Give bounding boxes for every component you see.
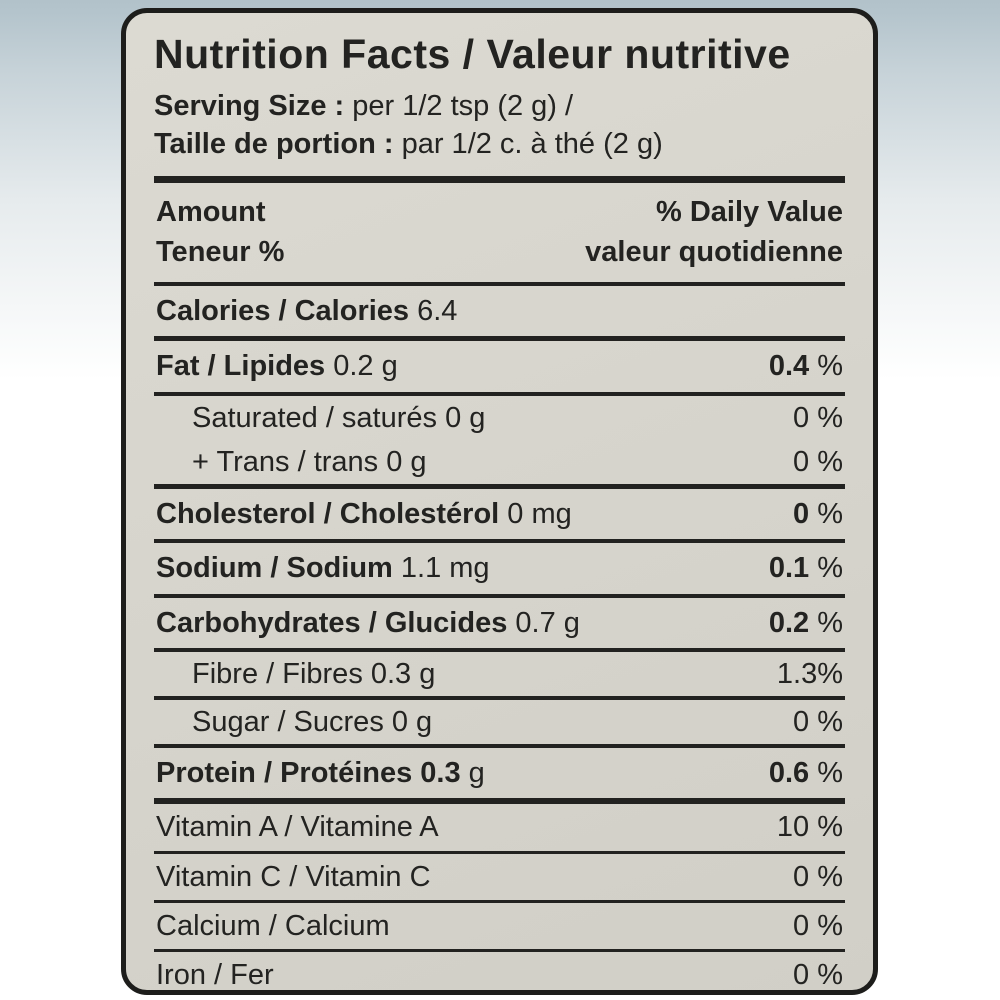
row-saturated: Saturated / saturés 0 g 0 % (152, 396, 847, 440)
amount-header-en: Amount (156, 196, 266, 229)
row-iron: Iron / Fer 0 % (152, 952, 847, 998)
fibre-text: Fibre / Fibres 0.3 g (192, 657, 436, 690)
divider (154, 744, 845, 749)
divider (154, 282, 845, 287)
trans-text: + Trans / trans 0 g (192, 445, 427, 478)
vitamin-a-text: Vitamin A / Vitamine A (156, 811, 439, 844)
calcium-text: Calcium / Calcium (156, 909, 390, 942)
divider (154, 696, 845, 700)
serving-size-fr: Taille de portion : par 1/2 c. à thé (2 … (154, 126, 847, 164)
row-vitamin-a: Vitamin A / Vitamine A 10 % (152, 804, 847, 850)
nutrient-sugar: Sugar / Sucres 0 g (156, 705, 432, 739)
nutrient-carbohydrates: Carbohydrates / Glucides 0.7 g (156, 606, 580, 640)
divider-thick (154, 176, 845, 184)
serving-size-fr-value: par 1/2 c. à thé (2 g) (393, 128, 663, 161)
row-calories: Calories / Calories 6.4 (152, 286, 847, 336)
carbohydrates-amount: 0.7 g (507, 606, 580, 639)
sugar-text: Sugar / Sucres 0 g (192, 706, 433, 738)
row-vitamin-c: Vitamin C / Vitamin C 0 % (152, 854, 847, 900)
amount-header: Amount Teneur % (156, 192, 284, 272)
protein-amount: g (460, 757, 485, 790)
row-cholesterol: Cholesterol / Cholestérol 0 mg 0 % (152, 489, 847, 539)
nutrient-trans: + Trans / trans 0 g (156, 445, 427, 479)
serving-size-block: Serving Size : per 1/2 tsp (2 g) / Taill… (152, 88, 847, 164)
iron-text: Iron / Fer (156, 959, 274, 992)
nutrient-sodium: Sodium / Sodium 1.1 mg (156, 551, 490, 585)
vitamin-c-text: Vitamin C / Vitamin C (156, 860, 431, 893)
serving-size-en-value: per 1/2 tsp (2 g) / (344, 90, 574, 123)
column-header: Amount Teneur % % Daily Value valeur quo… (152, 192, 847, 282)
carbohydrates-name: Carbohydrates / Glucides (156, 606, 508, 639)
row-trans: + Trans / trans 0 g 0 % (152, 440, 847, 484)
sodium-amount: 1.1 mg (392, 552, 490, 585)
nutrient-cholesterol: Cholesterol / Cholestérol 0 mg (156, 497, 572, 531)
serving-size-en: Serving Size : per 1/2 tsp (2 g) / (154, 88, 847, 126)
nutrient-vitamin-a: Vitamin A / Vitamine A (156, 810, 439, 844)
nutrient-iron: Iron / Fer (156, 958, 274, 992)
divider (154, 539, 845, 544)
trans-daily-value: 0 % (793, 445, 843, 478)
divider (154, 484, 845, 490)
daily-value-header-en: % Daily Value (656, 196, 843, 229)
divider (154, 391, 845, 396)
fat-name: Fat / Lipides (156, 350, 326, 383)
cholesterol-amount: 0 mg (499, 498, 572, 531)
cholesterol-name: Cholesterol / Cholestérol (156, 498, 500, 531)
sodium-name: Sodium / Sodium (156, 552, 393, 585)
serving-size-fr-label: Taille de portion : (154, 128, 394, 161)
saturated-text: Saturated / saturés 0 g (192, 401, 486, 434)
sodium-daily-value: 0.1 % (768, 552, 843, 585)
nutrient-fibre: Fibre / Fibres 0.3 g (156, 657, 435, 691)
calories-value: 6.4 (409, 295, 458, 328)
divider-thin (154, 850, 845, 854)
vitamin-c-daily-value: 0 % (793, 860, 843, 893)
vitamin-a-daily-value: 10 % (776, 811, 843, 844)
row-fibre: Fibre / Fibres 0.3 g 1.3% (152, 652, 847, 696)
carbohydrates-daily-value: 0.2 % (768, 606, 843, 639)
calcium-daily-value: 0 % (793, 909, 843, 942)
row-calcium: Calcium / Calcium 0 % (152, 903, 847, 949)
calories-label: Calories / Calories (156, 295, 410, 328)
protein-daily-value: 0.6 % (768, 757, 843, 790)
row-fat: Fat / Lipides 0.2 g 0.4 % (152, 341, 847, 391)
row-sodium: Sodium / Sodium 1.1 mg 0.1 % (152, 543, 847, 593)
nutrition-facts-label: Nutrition Facts / Valeur nutritive Servi… (121, 8, 878, 995)
nutrient-vitamin-c: Vitamin C / Vitamin C (156, 860, 431, 894)
daily-value-header: % Daily Value valeur quotidienne (585, 192, 843, 272)
protein-name: Protein / Protéines 0.3 (156, 757, 461, 790)
saturated-daily-value: 0 % (793, 401, 843, 434)
label-title: Nutrition Facts / Valeur nutritive (154, 31, 791, 77)
iron-daily-value: 0 % (793, 959, 843, 992)
divider (154, 336, 845, 342)
divider-thick (154, 798, 845, 805)
fat-amount: 0.2 g (325, 350, 398, 383)
divider-thin (154, 899, 845, 903)
row-protein: Protein / Protéines 0.3 g 0.6 % (152, 748, 847, 798)
calories-text: Calories / Calories 6.4 (156, 294, 457, 328)
fat-daily-value: 0.4 % (768, 350, 843, 383)
cholesterol-daily-value: 0 % (793, 498, 843, 531)
divider (154, 593, 845, 598)
fibre-daily-value: 1.3% (776, 657, 843, 690)
sugar-daily-value: 0 % (793, 706, 843, 738)
row-carbohydrates: Carbohydrates / Glucides 0.7 g 0.2 % (152, 598, 847, 648)
daily-value-header-fr: valeur quotidienne (585, 236, 843, 269)
nutrient-calcium: Calcium / Calcium (156, 909, 390, 943)
nutrient-saturated: Saturated / saturés 0 g (156, 401, 485, 435)
serving-size-en-label: Serving Size : (154, 90, 345, 123)
divider-thin (154, 949, 845, 953)
nutrient-protein: Protein / Protéines 0.3 g (156, 756, 485, 790)
amount-header-fr: Teneur % (156, 236, 285, 269)
row-sugar: Sugar / Sucres 0 g 0 % (152, 700, 847, 744)
nutrient-fat: Fat / Lipides 0.2 g (156, 349, 398, 383)
divider (154, 647, 845, 652)
